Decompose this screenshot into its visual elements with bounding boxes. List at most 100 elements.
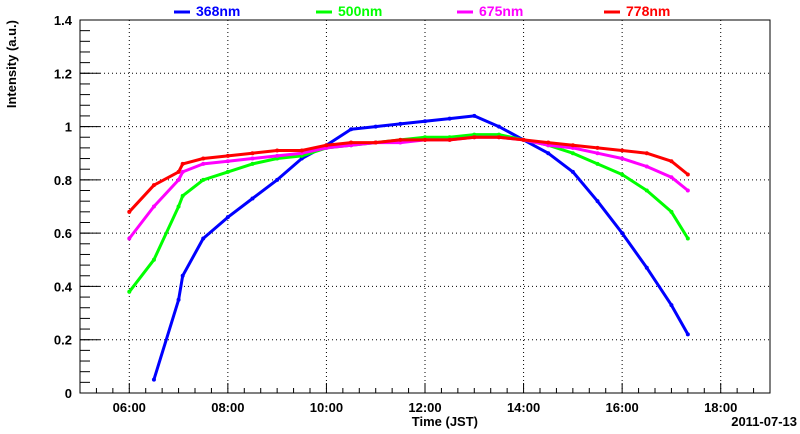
x-tick-label: 08:00 bbox=[211, 400, 244, 415]
data-point-368nm bbox=[398, 121, 403, 126]
data-point-675nm bbox=[595, 151, 600, 156]
data-point-778nm bbox=[472, 135, 477, 140]
data-point-778nm bbox=[250, 151, 255, 156]
data-point-778nm bbox=[151, 183, 156, 188]
data-point-500nm bbox=[644, 188, 649, 193]
data-point-778nm bbox=[685, 172, 690, 177]
data-point-778nm bbox=[521, 137, 526, 142]
axes: 06:00 08:00 10:00 12:00 14:00 16:00 18:00 0 0.2 0… bbox=[54, 13, 771, 415]
x-tick-label: 10:00 bbox=[310, 400, 343, 415]
data-point-778nm bbox=[180, 161, 185, 166]
data-point-675nm bbox=[620, 156, 625, 161]
data-point-500nm bbox=[250, 161, 255, 166]
data-point-500nm bbox=[570, 151, 575, 156]
x-tick-label: 12:00 bbox=[408, 400, 441, 415]
data-point-500nm bbox=[151, 257, 156, 262]
data-point-500nm bbox=[669, 209, 674, 214]
x-tick-label: 18:00 bbox=[704, 400, 737, 415]
y-tick-label: 1 bbox=[65, 120, 72, 135]
legend-label-500nm: 500nm bbox=[338, 3, 382, 19]
data-point-675nm bbox=[127, 236, 132, 241]
data-point-778nm bbox=[324, 143, 329, 148]
data-point-778nm bbox=[349, 140, 354, 145]
data-point-675nm bbox=[250, 156, 255, 161]
data-point-500nm bbox=[595, 161, 600, 166]
data-point-368nm bbox=[546, 151, 551, 156]
data-point-675nm bbox=[176, 177, 181, 182]
data-point-675nm bbox=[685, 188, 690, 193]
data-point-675nm bbox=[644, 164, 649, 169]
data-point-675nm bbox=[275, 153, 280, 158]
y-tick-label: 0.6 bbox=[54, 226, 72, 241]
data-point-368nm bbox=[595, 199, 600, 204]
data-point-778nm bbox=[373, 140, 378, 145]
data-point-500nm bbox=[180, 193, 185, 198]
data-point-368nm bbox=[669, 303, 674, 308]
data-point-778nm bbox=[398, 137, 403, 142]
data-point-675nm bbox=[225, 159, 230, 164]
data-point-778nm bbox=[201, 156, 206, 161]
legend-label-778nm: 778nm bbox=[626, 3, 670, 19]
legend-label-675nm: 675nm bbox=[479, 3, 523, 19]
y-axis-title: Intensity (a.u.) bbox=[4, 20, 19, 108]
series-line-368nm bbox=[152, 114, 690, 381]
x-tick-label: 06:00 bbox=[113, 400, 146, 415]
data-point-675nm bbox=[669, 175, 674, 180]
y-tick-label: 1.2 bbox=[54, 66, 72, 81]
legend: 368nm 500nm 675nm 778nm bbox=[174, 3, 670, 19]
data-point-778nm bbox=[570, 143, 575, 148]
data-point-675nm bbox=[151, 204, 156, 209]
date-label: 2011-07-13 bbox=[731, 414, 797, 429]
data-point-368nm bbox=[685, 332, 690, 337]
data-point-778nm bbox=[299, 148, 304, 153]
data-point-368nm bbox=[447, 116, 452, 121]
data-point-778nm bbox=[225, 153, 230, 158]
data-point-778nm bbox=[546, 140, 551, 145]
y-tick-label: 0.2 bbox=[54, 333, 72, 348]
data-point-778nm bbox=[176, 169, 181, 174]
data-point-500nm bbox=[127, 289, 132, 294]
data-point-368nm bbox=[644, 265, 649, 270]
data-point-368nm bbox=[620, 231, 625, 236]
data-point-368nm bbox=[225, 215, 230, 220]
data-point-368nm bbox=[275, 177, 280, 182]
legend-label-368nm: 368nm bbox=[196, 3, 240, 19]
data-point-675nm bbox=[180, 169, 185, 174]
data-point-675nm bbox=[201, 161, 206, 166]
data-point-368nm bbox=[201, 236, 206, 241]
data-point-778nm bbox=[423, 137, 427, 142]
data-point-368nm bbox=[423, 119, 427, 124]
series-group bbox=[127, 113, 690, 382]
data-point-368nm bbox=[373, 124, 378, 129]
data-point-368nm bbox=[349, 127, 354, 132]
data-point-368nm bbox=[570, 169, 575, 174]
data-point-778nm bbox=[127, 209, 132, 214]
data-point-500nm bbox=[176, 204, 181, 209]
y-tick-label: 1.4 bbox=[54, 13, 73, 28]
data-point-778nm bbox=[595, 145, 600, 150]
y-tick-label: 0.8 bbox=[54, 173, 72, 188]
data-point-778nm bbox=[447, 137, 452, 142]
data-point-778nm bbox=[669, 159, 674, 164]
data-point-368nm bbox=[472, 113, 477, 118]
data-point-368nm bbox=[180, 273, 185, 278]
x-axis-title: Time (JST) bbox=[412, 414, 478, 429]
data-point-368nm bbox=[151, 377, 156, 382]
data-point-500nm bbox=[685, 236, 690, 241]
data-point-500nm bbox=[620, 172, 625, 177]
data-point-500nm bbox=[225, 169, 230, 174]
x-tick-label: 14:00 bbox=[507, 400, 540, 415]
y-tick-label: 0.4 bbox=[54, 279, 73, 294]
data-point-368nm bbox=[176, 297, 181, 302]
data-point-368nm bbox=[496, 124, 501, 129]
data-point-368nm bbox=[250, 196, 255, 201]
data-point-778nm bbox=[644, 151, 649, 156]
x-tick-label: 16:00 bbox=[606, 400, 639, 415]
data-point-500nm bbox=[201, 177, 206, 182]
data-point-778nm bbox=[620, 148, 625, 153]
data-point-778nm bbox=[496, 135, 501, 140]
data-point-778nm bbox=[275, 148, 280, 153]
